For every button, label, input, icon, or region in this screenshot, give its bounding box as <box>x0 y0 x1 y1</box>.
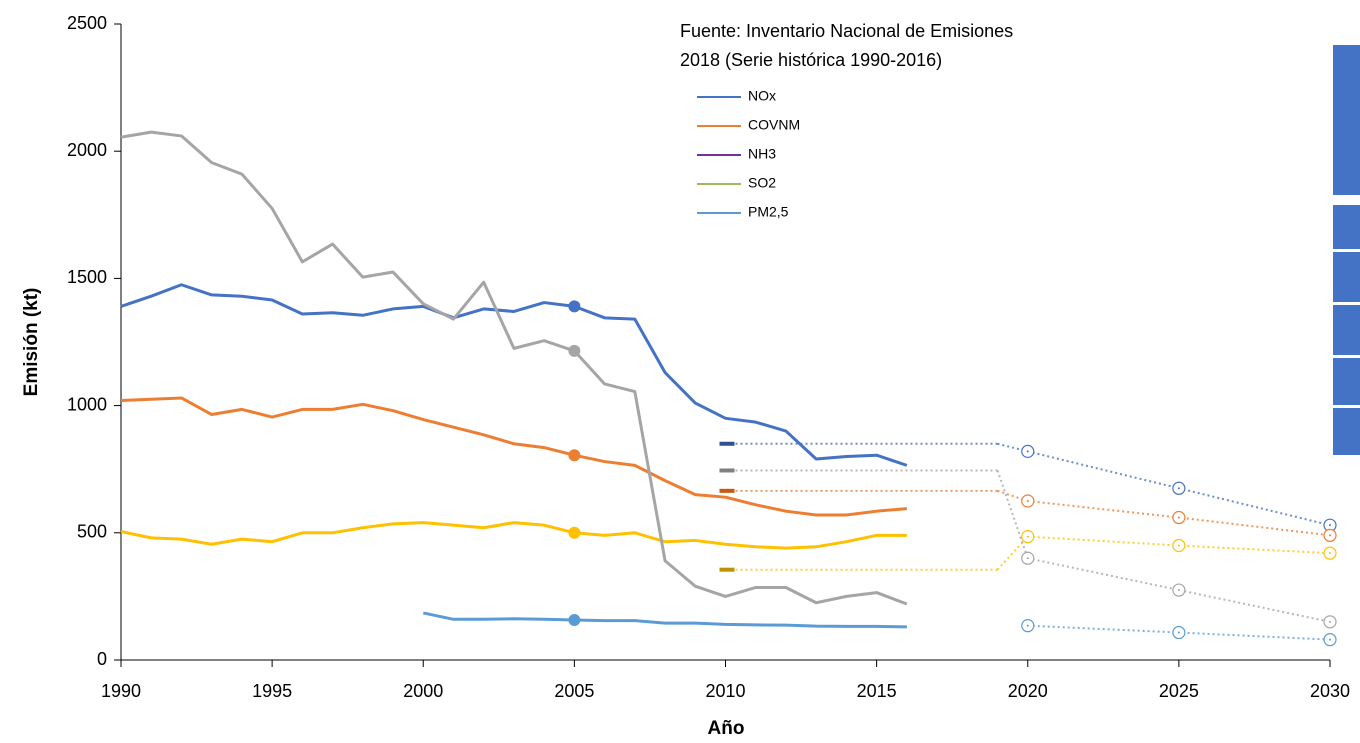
projection-dot <box>1177 544 1180 547</box>
legend-label: COVNM <box>748 117 800 133</box>
annotation: 2018 (Serie histórica 1990-2016) <box>680 50 942 70</box>
connector <box>996 535 1029 571</box>
y-tick-label: 500 <box>77 522 107 542</box>
x-tick-label: 1995 <box>252 681 292 701</box>
series-line <box>422 611 907 629</box>
projection-dot <box>1329 552 1331 555</box>
projection-line <box>1027 500 1331 537</box>
x-tick-label: 1990 <box>101 681 141 701</box>
x-tick-label: 2005 <box>554 681 594 701</box>
side-block <box>1333 305 1360 355</box>
y-tick-label: 2500 <box>67 13 107 33</box>
y-axis-label: Emisión (kt) <box>21 288 42 397</box>
projection-dot <box>1026 624 1029 627</box>
projection-dot <box>1177 487 1180 490</box>
projection-dot <box>1329 524 1331 527</box>
y-tick-label: 2000 <box>67 140 107 160</box>
series-line <box>120 521 907 550</box>
legend-label: NOx <box>748 88 776 104</box>
y-tick-label: 1500 <box>67 267 107 287</box>
x-tick-label: 2025 <box>1159 681 1199 701</box>
base-year-marker <box>568 449 581 462</box>
base-year-marker <box>568 526 581 539</box>
projection-dot <box>1026 557 1029 560</box>
projection-dot <box>1329 620 1331 623</box>
base-year-marker <box>568 344 581 357</box>
side-block <box>1333 252 1360 302</box>
projection-dot <box>1329 534 1331 537</box>
x-tick-label: 2015 <box>857 681 897 701</box>
x-tick-label: 2030 <box>1310 681 1350 701</box>
series-line <box>120 283 908 467</box>
connector <box>996 470 1029 559</box>
projection-dot <box>1177 516 1180 519</box>
projection-line <box>1027 557 1331 623</box>
legend-label: SO2 <box>748 175 776 191</box>
projection-dot <box>1177 589 1180 592</box>
x-tick-label: 2000 <box>403 681 443 701</box>
x-tick-label: 2010 <box>705 681 745 701</box>
projection-dot <box>1026 450 1029 453</box>
series-line <box>120 130 908 606</box>
series-line <box>120 396 907 517</box>
x-tick-label: 2020 <box>1008 681 1048 701</box>
side-block <box>1333 408 1360 455</box>
base-year-marker <box>568 614 581 627</box>
x-axis-label: Año <box>708 718 745 739</box>
side-block <box>1333 358 1360 405</box>
side-block <box>1333 205 1360 249</box>
projection-dot <box>1026 535 1029 538</box>
annotation: Fuente: Inventario Nacional de Emisiones <box>680 21 1013 41</box>
y-tick-label: 1000 <box>67 394 107 414</box>
side-block <box>1333 45 1360 195</box>
base-year-marker <box>568 300 581 313</box>
legend-label: NH3 <box>748 146 776 162</box>
y-tick-label: 0 <box>97 649 107 669</box>
legend-label: PM2,5 <box>748 204 789 220</box>
side-panel <box>1333 45 1360 455</box>
projection-dot <box>1329 638 1331 641</box>
projection-dot <box>1177 631 1180 634</box>
projection-dot <box>1026 500 1029 502</box>
